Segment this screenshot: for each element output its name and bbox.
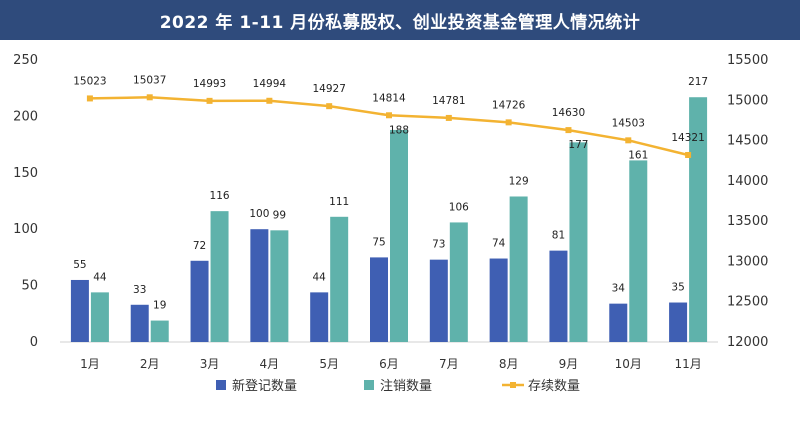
data-label-existing: 14994 xyxy=(253,78,287,90)
bar-new-registrations xyxy=(549,250,568,342)
legend-swatch-new xyxy=(216,380,226,390)
data-label-cancel: 129 xyxy=(509,175,529,187)
bar-new-registrations xyxy=(489,258,508,342)
data-label-cancel: 106 xyxy=(449,201,469,213)
data-label-existing: 14814 xyxy=(372,92,406,104)
bar-new-registrations xyxy=(70,279,89,342)
data-label-new: 35 xyxy=(671,282,684,294)
bar-new-registrations xyxy=(370,257,388,342)
point-existing-count xyxy=(266,97,273,104)
bar-cancellations xyxy=(210,211,229,342)
data-label-existing: 15023 xyxy=(73,75,106,87)
bar-cancellations xyxy=(330,216,349,342)
data-label-cancel: 99 xyxy=(273,209,286,221)
x-tick-label: 11月 xyxy=(674,357,701,371)
data-label-new: 81 xyxy=(552,230,565,242)
data-label-new: 73 xyxy=(432,239,445,251)
y-left-tick-label: 200 xyxy=(13,109,38,124)
bar-cancellations xyxy=(449,222,468,342)
x-tick-label: 10月 xyxy=(615,357,642,371)
y-right-tick-label: 15000 xyxy=(727,93,768,108)
data-label-cancel: 19 xyxy=(153,300,166,312)
data-label-new: 74 xyxy=(492,238,506,250)
bar-cancellations xyxy=(569,142,588,342)
y-right-tick-label: 13000 xyxy=(727,254,768,269)
x-tick-label: 8月 xyxy=(499,357,519,371)
point-existing-count xyxy=(386,112,392,119)
data-label-cancel: 111 xyxy=(329,196,349,208)
data-label-existing: 14321 xyxy=(671,132,704,144)
data-label-new: 72 xyxy=(193,240,206,252)
point-existing-count xyxy=(565,127,572,134)
data-label-existing: 14927 xyxy=(312,83,345,95)
data-label-cancel: 161 xyxy=(628,149,648,161)
legend-label-existing: 存续数量 xyxy=(528,379,580,394)
x-tick-label: 3月 xyxy=(200,357,220,371)
data-label-existing: 15037 xyxy=(133,74,166,86)
bar-new-registrations xyxy=(429,259,448,342)
data-label-cancel: 116 xyxy=(210,190,230,202)
bar-cancellations xyxy=(90,292,109,342)
bar-new-registrations xyxy=(669,302,688,342)
legend-marker-existing xyxy=(510,382,516,388)
data-label-new: 55 xyxy=(73,259,86,271)
bar-cancellations xyxy=(689,97,708,342)
y-right-tick-label: 15500 xyxy=(727,53,768,68)
bar-cancellations xyxy=(629,160,648,342)
x-tick-label: 6月 xyxy=(379,357,399,371)
bar-cancellations xyxy=(270,230,289,342)
data-label-existing: 14781 xyxy=(432,95,465,107)
x-tick-label: 9月 xyxy=(559,357,579,371)
data-label-new: 75 xyxy=(372,236,385,248)
data-label-existing: 14993 xyxy=(193,78,226,90)
point-existing-count xyxy=(146,94,153,101)
point-existing-count xyxy=(326,103,333,110)
y-left-tick-label: 0 xyxy=(30,335,38,350)
point-existing-count xyxy=(445,114,452,121)
bar-cancellations xyxy=(390,129,408,342)
chart-title: 2022 年 1-11 月份私募股权、创业投资基金管理人情况统计 xyxy=(0,0,800,40)
y-right-tick-label: 14500 xyxy=(727,134,768,149)
data-label-cancel: 44 xyxy=(93,271,107,283)
legend-swatch-cancel xyxy=(364,380,374,390)
x-tick-label: 4月 xyxy=(260,357,280,371)
point-existing-count xyxy=(206,97,213,104)
bar-new-registrations xyxy=(130,304,149,342)
y-right-tick-label: 12000 xyxy=(727,335,768,350)
y-right-tick-label: 13500 xyxy=(727,214,768,229)
y-left-tick-label: 150 xyxy=(13,166,38,181)
data-label-existing: 14630 xyxy=(552,107,585,119)
point-existing-count xyxy=(86,95,93,102)
bar-new-registrations xyxy=(190,260,209,342)
legend-label-new: 新登记数量 xyxy=(232,378,297,394)
bar-cancellations xyxy=(150,320,169,342)
y-right-tick-label: 12500 xyxy=(727,295,768,310)
point-existing-count xyxy=(505,119,512,126)
bar-new-registrations xyxy=(609,303,628,342)
point-existing-count xyxy=(625,137,632,144)
data-label-new: 33 xyxy=(133,284,146,296)
point-existing-count xyxy=(685,151,692,158)
x-tick-label: 5月 xyxy=(319,357,339,371)
y-left-tick-label: 50 xyxy=(21,279,38,294)
bar-cancellations xyxy=(509,196,528,342)
data-label-cancel: 188 xyxy=(389,124,409,136)
data-label-new: 100 xyxy=(249,208,269,220)
y-left-tick-label: 250 xyxy=(13,53,38,68)
x-tick-label: 2月 xyxy=(140,357,160,371)
bar-new-registrations xyxy=(250,229,269,342)
x-tick-label: 1月 xyxy=(80,357,100,371)
data-label-existing: 14726 xyxy=(492,99,526,111)
data-label-existing: 14503 xyxy=(612,117,645,129)
data-label-cancel: 177 xyxy=(568,139,588,151)
legend-label-cancel: 注销数量 xyxy=(380,379,432,394)
data-label-new: 44 xyxy=(312,271,326,283)
x-tick-label: 7月 xyxy=(439,357,459,371)
data-label-cancel: 217 xyxy=(688,76,708,88)
y-left-tick-label: 100 xyxy=(13,222,38,237)
y-right-tick-label: 14000 xyxy=(727,174,768,189)
data-label-new: 34 xyxy=(612,283,626,295)
bar-new-registrations xyxy=(310,292,329,342)
